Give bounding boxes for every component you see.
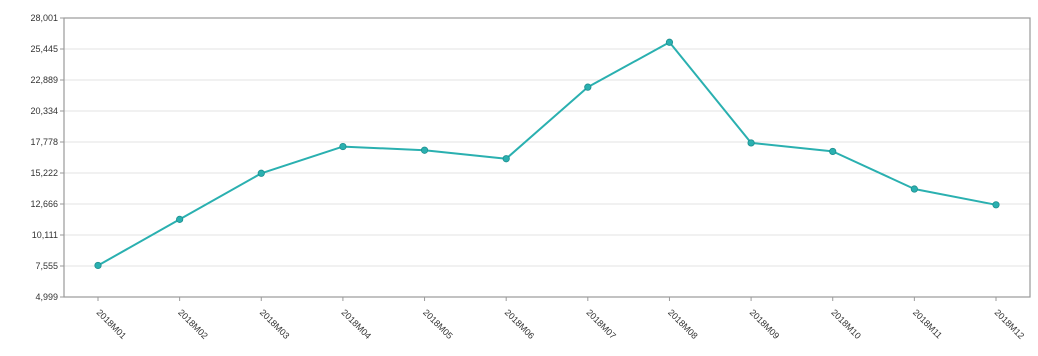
- data-point: [502, 155, 510, 163]
- series-layer: [94, 38, 1000, 270]
- data-point: [992, 201, 1000, 209]
- data-point: [257, 169, 265, 177]
- y-tick-label: 28,001: [30, 13, 58, 23]
- x-tick-label: 2018M12: [993, 307, 1027, 341]
- series-line: [97, 41, 997, 267]
- x-tick-label: 2018M07: [584, 307, 618, 341]
- data-point: [584, 83, 592, 91]
- grid-lines: [64, 48, 1030, 267]
- data-point: [829, 147, 837, 156]
- data-point: [747, 139, 755, 147]
- x-tick-label: 2018M11: [911, 307, 944, 340]
- data-point: [910, 185, 918, 193]
- y-axis-ticks: 4,999 7,555 10,111 12,666 15,222 17,778 20,334…: [30, 13, 64, 302]
- x-tick-label: 2018M01: [95, 307, 129, 341]
- data-point: [420, 146, 429, 154]
- x-tick-label: 2018M04: [339, 307, 373, 341]
- data-point: [94, 261, 102, 270]
- y-tick-label: 7,555: [35, 261, 58, 271]
- data-point: [176, 215, 184, 223]
- x-tick-label: 2018M10: [829, 307, 863, 341]
- x-tick-label: 2018M05: [421, 307, 455, 341]
- x-tick-label: 2018M09: [748, 307, 782, 341]
- y-tick-label: 17,778: [30, 137, 58, 147]
- x-tick-label: 2018M08: [666, 307, 700, 341]
- x-axis-ticks: 2018M01 2018M02 2018M03 2018M04 2018M05 2018M…: [95, 297, 1027, 341]
- x-tick-label: 2018M03: [258, 307, 292, 341]
- x-tick-label: 2018M06: [503, 307, 537, 341]
- y-tick-label: 15,222: [30, 168, 58, 178]
- data-point: [339, 142, 347, 151]
- y-tick-label: 4,999: [35, 292, 58, 302]
- plot-frame: [63, 17, 1031, 298]
- data-point: [665, 38, 674, 46]
- y-tick-label: 25,445: [30, 44, 58, 54]
- y-tick-label: 20,334: [30, 106, 58, 116]
- y-tick-label: 10,111: [32, 230, 58, 240]
- x-tick-label: 2018M02: [176, 307, 210, 341]
- y-tick-label: 12,666: [30, 199, 58, 209]
- y-tick-label: 22,889: [30, 75, 58, 85]
